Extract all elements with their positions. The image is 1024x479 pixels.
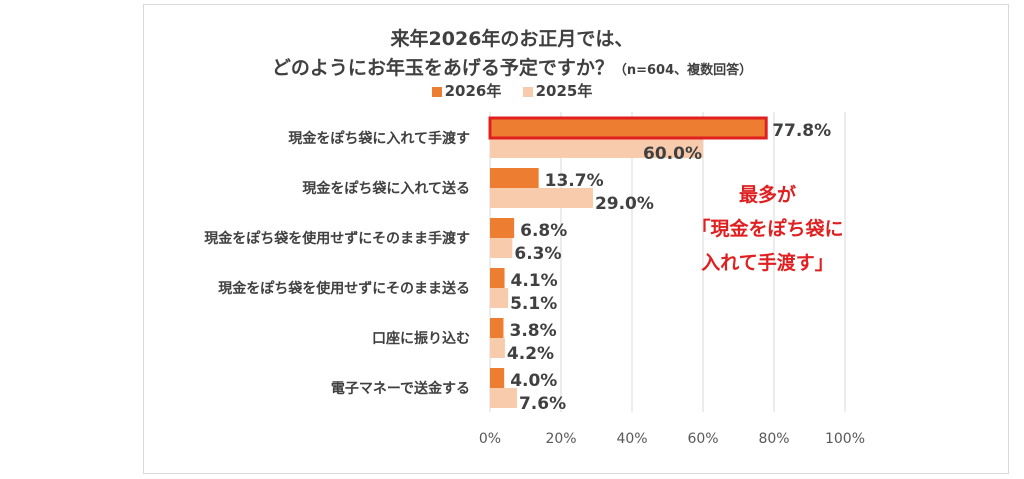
category-label: 現金をぽち袋に入れて送る (302, 180, 470, 197)
data-label: 60.0% (643, 144, 702, 164)
bar-2025 (490, 288, 509, 308)
data-label: 29.0% (595, 194, 654, 214)
highlight-outline (488, 116, 768, 140)
chart-subtitle: どのようにお年玉をあげる予定ですか？（n=604、複数回答） (0, 53, 1024, 80)
bar-2026 (490, 118, 767, 138)
data-label: 3.8% (509, 321, 556, 341)
legend-label: 2026年 (444, 82, 502, 100)
chart-frame (143, 4, 1009, 474)
x-tick-label: 20% (545, 431, 576, 447)
bar-2026 (490, 318, 504, 338)
x-tick-label: 0% (479, 431, 501, 447)
bar-2025 (490, 238, 513, 258)
bar-2026 (490, 368, 505, 388)
x-tick-label: 100% (825, 431, 865, 447)
legend-swatch (522, 86, 533, 97)
data-label: 4.0% (510, 371, 557, 391)
data-label: 13.7% (545, 171, 604, 191)
bar-2026 (490, 268, 505, 288)
category-label: 口座に振り込む (372, 330, 470, 347)
annotation-line: 最多が (738, 184, 796, 206)
legend-item-2025: 2025年 (522, 82, 593, 100)
category-label: 電子マネーで送金する (331, 380, 470, 397)
bar-2026 (490, 168, 539, 188)
bar-2026 (490, 218, 515, 238)
data-label: 4.2% (507, 344, 554, 364)
annotation-line: 入れて手渡す」 (701, 252, 834, 274)
data-label: 7.6% (519, 394, 566, 414)
data-label: 5.1% (510, 294, 557, 314)
bar-2025 (490, 338, 505, 358)
x-tick-label: 80% (758, 431, 789, 447)
legend: 2026年 2025年 (0, 80, 1024, 101)
bar-2025 (490, 388, 517, 408)
legend-swatch (431, 86, 442, 97)
annotation-line: 「現金をぽち袋に (691, 218, 844, 240)
legend-item-2026: 2026年 (431, 82, 502, 100)
bar-2025 (490, 138, 703, 158)
data-label: 4.1% (511, 271, 558, 291)
x-tick-label: 40% (616, 431, 647, 447)
category-label: 現金をぽち袋に入れて手渡す (288, 130, 470, 147)
category-label: 現金をぽち袋を使用せずにそのまま手渡す (204, 230, 470, 247)
category-label: 現金をぽち袋を使用せずにそのまま送る (218, 280, 470, 297)
data-label: 6.3% (514, 244, 561, 264)
subtitle-text: どのようにお年玉をあげる予定ですか？ (271, 57, 614, 79)
chart-title: 来年2026年のお正月では、 (390, 28, 634, 50)
x-tick-label: 60% (687, 431, 718, 447)
legend-label: 2025年 (535, 82, 593, 100)
bar-2025 (490, 188, 593, 208)
subtitle-note: （n=604、複数回答） (613, 63, 753, 78)
annotation: 最多が 「現金をぽち袋に 入れて手渡す」 (650, 178, 885, 280)
data-label: 77.8% (772, 121, 831, 141)
data-label: 6.8% (520, 221, 567, 241)
